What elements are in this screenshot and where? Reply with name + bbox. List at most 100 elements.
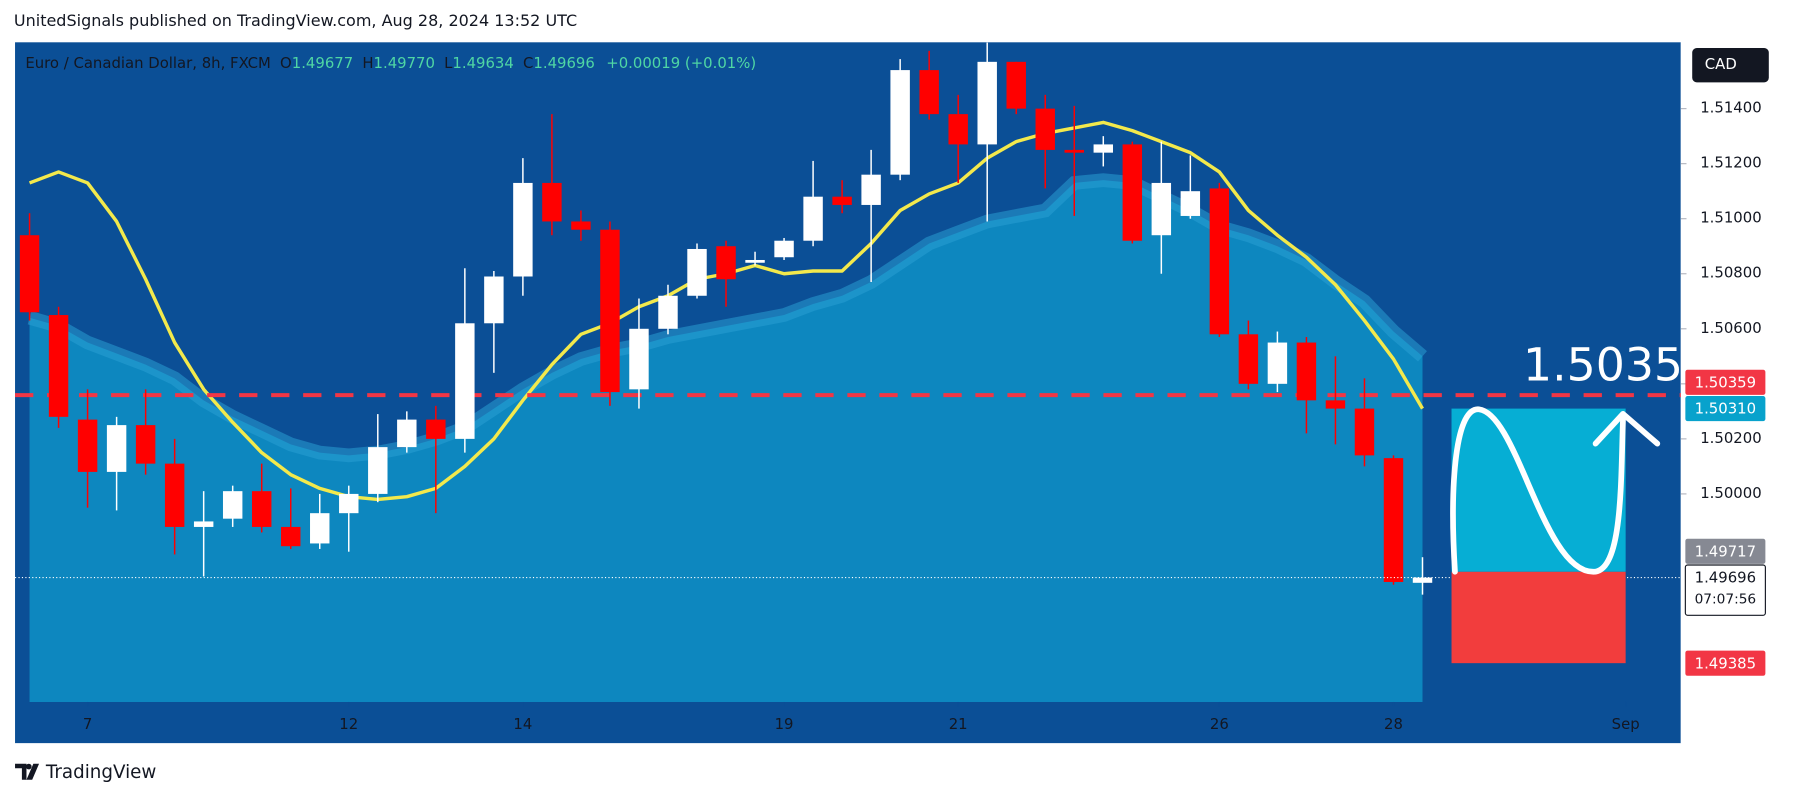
y-tick-label: 1.51000 (1700, 209, 1761, 227)
candle-body (774, 240, 794, 258)
annotation: 1.5035 (1523, 339, 1683, 392)
y-tick-label: 1.50600 (1700, 319, 1761, 337)
candle-body (571, 221, 591, 230)
price-label: 1.50310 (1695, 400, 1756, 418)
candle-body (1238, 334, 1259, 384)
band-area (29, 180, 1423, 702)
x-tick-label: 12 (339, 715, 358, 733)
currency-box[interactable] (1692, 48, 1769, 83)
candle-body (426, 419, 446, 439)
candle-body (48, 315, 69, 417)
x-tick-label: 21 (949, 715, 968, 733)
candle-body (890, 70, 910, 175)
price-label-box (1685, 538, 1766, 564)
change-value: +0.00019 (+0.01%) (606, 54, 756, 72)
candle-body (658, 295, 678, 329)
published-line: UnitedSignals published on TradingView.c… (14, 11, 577, 30)
footer-brand: TradingView (45, 762, 157, 783)
candle-body (948, 114, 968, 145)
x-tick-label: 26 (1210, 715, 1229, 733)
candle-body (1122, 144, 1143, 241)
candle-body (193, 521, 214, 527)
candle-body (251, 491, 272, 527)
candle-body (1180, 191, 1201, 216)
candle-body (1296, 342, 1317, 401)
price-label-box (1685, 396, 1766, 422)
candle-body (1093, 144, 1114, 153)
candle-body (1209, 188, 1230, 335)
countdown-label: 07:07:56 (1695, 591, 1757, 607)
price-label: 1.50359 (1695, 373, 1756, 391)
candle-body (1354, 408, 1375, 456)
candle-body (397, 419, 417, 448)
candle-body (19, 235, 40, 313)
tv-logo (15, 763, 40, 780)
candle-body (1064, 149, 1084, 153)
y-tick-label: 1.51400 (1700, 99, 1761, 117)
candle-body (919, 70, 939, 115)
candle-body (832, 196, 852, 205)
candle-body (513, 182, 533, 277)
candle-body (1006, 61, 1026, 109)
candle-body (106, 425, 127, 472)
candle-body (1412, 577, 1433, 583)
l-value: 1.49634 (452, 54, 513, 72)
candle-body (977, 61, 997, 145)
candle-body (1325, 400, 1346, 409)
symbol-title: Euro / Canadian Dollar, 8h, FXCM (25, 54, 271, 72)
candle-body (484, 276, 504, 324)
candle-body (135, 425, 156, 464)
current-price-label: 1.49696 (1695, 569, 1756, 587)
candle-body (310, 513, 330, 544)
y-tick-label: 1.50800 (1700, 264, 1761, 282)
symbol-header: Euro / Canadian Dollar, 8h, FXCM O1.49677… (25, 54, 756, 72)
candle-body (1035, 108, 1055, 150)
candle-body (803, 196, 823, 241)
current-price-box (1684, 564, 1766, 616)
candle-body (1267, 342, 1288, 384)
candle-body (542, 182, 562, 222)
freehand-arrow (1592, 411, 1661, 447)
loss-zone (1451, 571, 1626, 664)
currency-label[interactable]: CAD (1705, 55, 1737, 73)
c-value: 1.49696 (533, 54, 594, 72)
price-label: 1.49717 (1695, 542, 1756, 560)
candle-body (339, 493, 359, 514)
x-tick-label: 14 (513, 715, 532, 733)
c-label: C (523, 54, 533, 72)
x-tick-label: Sep (1612, 715, 1640, 733)
profit-zone (1451, 408, 1626, 572)
l-label: L (444, 54, 453, 72)
candle-body (368, 447, 388, 494)
candle-body (861, 174, 881, 205)
x-tick-label: 19 (775, 715, 794, 733)
o-label: O (280, 54, 292, 72)
candle-body (1383, 458, 1404, 582)
price-label: 1.49385 (1695, 654, 1756, 672)
h-label: H (362, 54, 373, 72)
x-tick-label: 7 (83, 715, 92, 733)
price-label-box (1685, 650, 1766, 676)
logo-mark (15, 763, 40, 780)
candle-body (600, 229, 620, 393)
candle-body (455, 323, 475, 439)
candle-body (77, 419, 98, 472)
candle-body (281, 526, 301, 547)
candle-body (629, 328, 649, 390)
candle-body (1151, 182, 1172, 236)
x-tick-label: 28 (1384, 715, 1403, 733)
y-tick-label: 1.50000 (1700, 484, 1761, 502)
price-label-box (1685, 369, 1766, 395)
candle-body (745, 259, 765, 263)
candle-body (687, 248, 707, 296)
h-value: 1.49770 (374, 54, 435, 72)
o-value: 1.49677 (292, 54, 353, 72)
y-tick-label: 1.50200 (1700, 429, 1761, 447)
candle-body (222, 491, 243, 519)
y-tick-label: 1.51200 (1700, 154, 1761, 172)
candle-body (164, 463, 185, 527)
freehand-wave (1450, 406, 1626, 575)
candle-body (716, 246, 736, 280)
